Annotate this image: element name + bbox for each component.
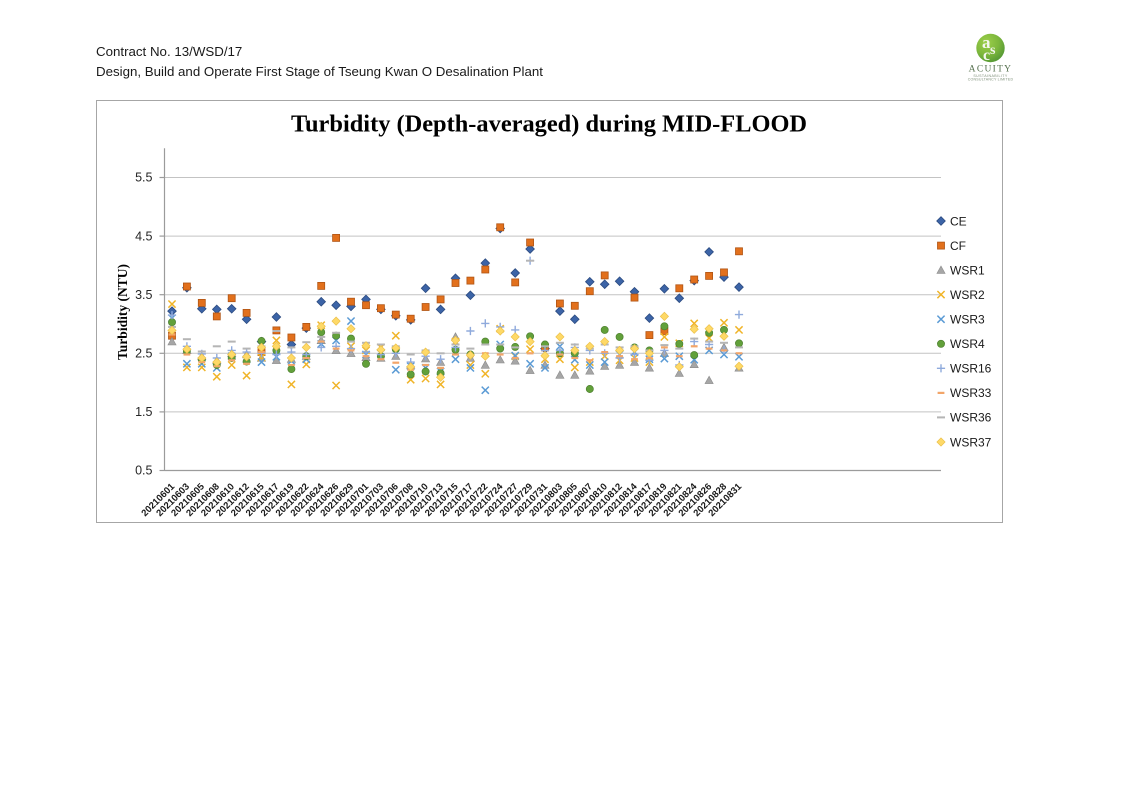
svg-text:CONSULTANCY LIMITED: CONSULTANCY LIMITED: [968, 78, 1014, 82]
svg-text:CE: CE: [950, 214, 967, 228]
svg-text:WSR4: WSR4: [950, 337, 985, 351]
svg-text:0.5: 0.5: [135, 464, 152, 478]
svg-text:c: c: [983, 47, 990, 64]
svg-text:WSR3: WSR3: [950, 313, 985, 327]
svg-text:1.5: 1.5: [135, 405, 152, 419]
svg-text:WSR37: WSR37: [950, 435, 992, 449]
svg-text:WSR1: WSR1: [950, 263, 985, 277]
svg-text:s: s: [990, 43, 996, 58]
svg-text:Turbidity (NTU): Turbidity (NTU): [115, 264, 130, 360]
svg-text:SUSTAINABILITY: SUSTAINABILITY: [973, 74, 1007, 78]
svg-text:ACUITY: ACUITY: [969, 65, 1013, 75]
svg-text:WSR33: WSR33: [950, 386, 992, 400]
svg-text:WSR16: WSR16: [950, 362, 992, 376]
svg-text:WSR2: WSR2: [950, 288, 985, 302]
svg-text:CF: CF: [950, 239, 966, 253]
svg-text:Turbidity (Depth-averaged) dur: Turbidity (Depth-averaged) during MID-FL…: [291, 111, 807, 138]
svg-text:5.5: 5.5: [135, 171, 152, 185]
svg-text:2.5: 2.5: [135, 347, 152, 361]
svg-text:a: a: [982, 33, 991, 52]
svg-text:4.5: 4.5: [135, 229, 152, 243]
svg-text:WSR36: WSR36: [950, 411, 992, 425]
svg-text:3.5: 3.5: [135, 288, 152, 302]
